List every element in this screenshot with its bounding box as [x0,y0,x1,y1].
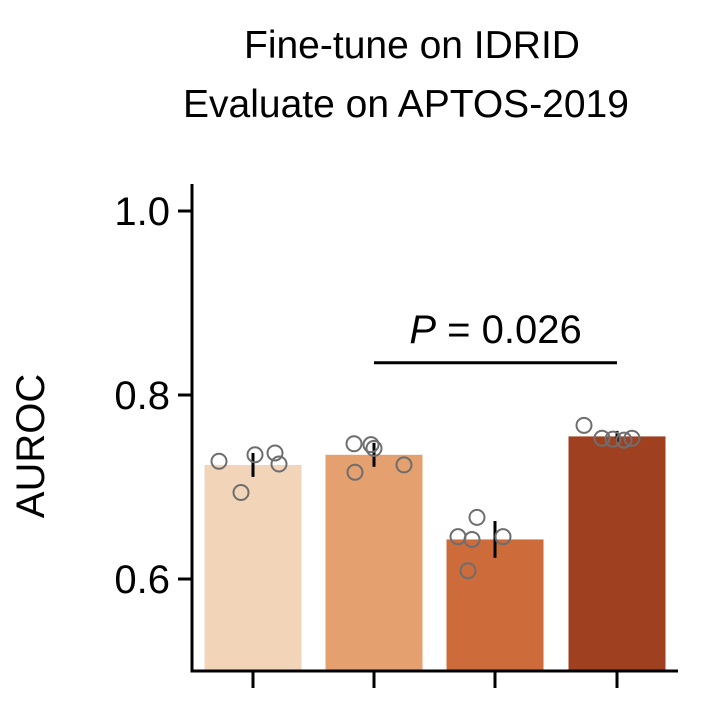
data-point-2-4 [365,439,383,457]
y-tick-label-1: 0.6 [114,558,170,602]
p-value-label: P = 0.026 [409,308,581,352]
data-point-4-2 [593,429,611,447]
y-axis-label: AUROC [9,374,53,518]
data-point-4-5 [623,429,641,447]
error-bars [251,430,619,558]
p-value-symbol: P [409,308,436,352]
y-tick-label-3: 1.0 [114,190,170,234]
data-point-4-1 [575,416,593,434]
data-points [210,416,641,580]
data-point-2-2 [346,463,364,481]
axes: 0.6 0.8 1.0 [114,184,678,688]
chart-title-line-2: Evaluate on APTOS-2019 [183,83,629,126]
y-tick-label-2: 0.8 [114,374,170,418]
data-point-3-2 [459,562,477,580]
bar-3 [446,539,544,671]
data-point-1-3 [246,446,264,464]
bar-4 [568,436,666,671]
bar-2 [325,454,423,671]
significance-annotation: P = 0.026 [374,308,617,365]
data-point-1-4 [266,444,284,462]
bar-1 [204,464,302,671]
data-point-2-3 [362,436,380,454]
data-point-4-4 [615,431,633,449]
data-point-3-3 [463,530,481,548]
p-value-text: = 0.026 [436,308,582,352]
data-point-2-5 [395,456,413,474]
bars [204,436,666,671]
data-point-3-5 [494,528,512,546]
data-point-1-5 [270,455,288,473]
data-point-1-2 [232,484,250,502]
data-point-3-4 [468,508,486,526]
data-point-1-1 [210,452,228,470]
chart-title-line-1: Fine-tune on IDRID [244,24,580,67]
data-point-4-3 [604,430,622,448]
data-point-2-1 [345,435,363,453]
